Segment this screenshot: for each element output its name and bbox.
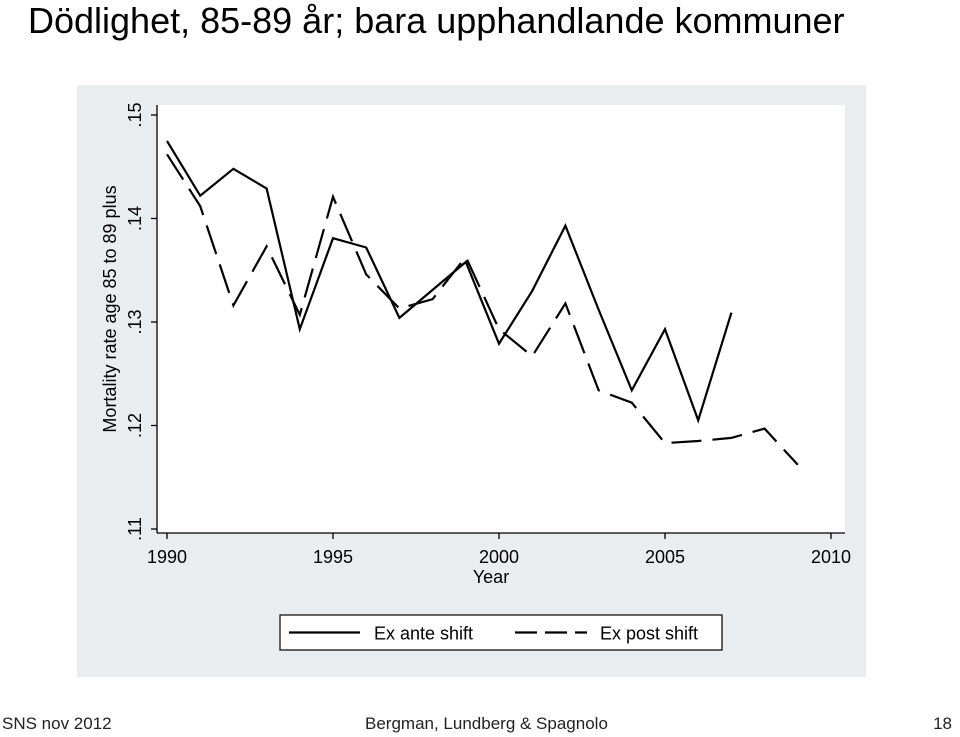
y-tick-label: .13: [125, 309, 145, 334]
series-line-2: [166, 153, 799, 466]
footer-page-number: 18: [933, 714, 952, 733]
chart-panel: .11 .12 .13 .14 .15 1990 1995 2000 2005 2010 Year M…: [77, 85, 866, 677]
footer-event: SNS nov 2012: [2, 714, 112, 733]
y-tick-label: .12: [125, 413, 145, 438]
slide-title: Dödlighet, 85-89 år; bara upphandlande k…: [28, 0, 845, 41]
x-axis-title: Year: [473, 567, 509, 587]
footer-authors: Bergman, Lundberg & Spagnolo: [365, 714, 608, 733]
plot-area: [157, 105, 845, 533]
legend-label-1: Ex ante shift: [374, 624, 473, 644]
y-axis-title: Mortality rate age 85 to 89 plus: [100, 185, 120, 432]
legend-label-2: Ex post shift: [600, 624, 698, 644]
x-tick-label: 2010: [811, 547, 851, 567]
x-tick-label: 1990: [147, 547, 187, 567]
x-tick-label: 2000: [479, 547, 519, 567]
legend-box: [279, 614, 723, 651]
x-tick-label: 2005: [645, 547, 685, 567]
y-tick-label: .11: [125, 517, 145, 541]
line-chart: .11 .12 .13 .14 .15 1990 1995 2000 2005 2010 Year M…: [100, 102, 851, 651]
y-tick-label: .14: [125, 206, 145, 231]
x-tick-label: 1995: [313, 547, 353, 567]
y-tick-label: .15: [125, 102, 145, 127]
series-line-1: [166, 140, 733, 424]
